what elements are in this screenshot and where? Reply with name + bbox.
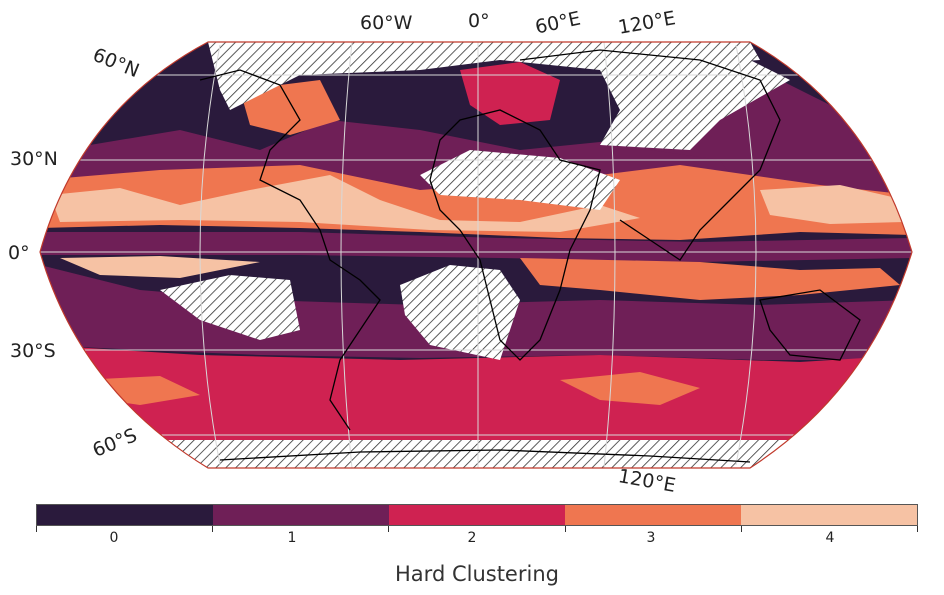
masked-region-south-atlantic: [400, 265, 520, 360]
cluster-2-patch-europe: [460, 62, 560, 125]
cluster-field: [40, 42, 912, 468]
colorbar-tick-label-3: 3: [646, 530, 656, 546]
cluster-4-patch-east: [760, 185, 905, 224]
cluster-4-band-north: [50, 175, 640, 232]
masked-region-antarctica: [150, 440, 800, 468]
colorbar-tick-label-0: 0: [109, 530, 119, 546]
coastlines: [199, 49, 861, 463]
colorbar-segment-1: [213, 505, 389, 525]
cluster-4-band-south: [60, 256, 260, 278]
colorbar-tick-label-1: 1: [287, 530, 297, 546]
lon-label-60w: 60°W: [360, 12, 413, 34]
colorbar-tick: [212, 526, 213, 532]
masked-region-siberia: [600, 55, 790, 150]
cluster-3-patch-north-atlantic: [240, 80, 340, 135]
colorbar-segment-2: [389, 505, 565, 525]
colorbar-segment-0: [37, 505, 213, 525]
colorbar-segment-4: [741, 505, 917, 525]
graticule: [40, 42, 912, 468]
cluster-2-band-southern-ocean: [40, 345, 912, 440]
colorbar-tick: [741, 526, 742, 532]
cluster-1-band-equator: [40, 232, 912, 262]
masked-region-south-pacific: [160, 275, 300, 340]
cluster-3-patch-south: [560, 372, 700, 405]
colorbar-title: Hard Clustering: [395, 562, 559, 586]
colorbar: [36, 504, 918, 526]
world-map: [39, 41, 913, 469]
lon-label-0: 0°: [468, 10, 490, 32]
masked-region-arctic: [208, 42, 760, 110]
lat-label-30s: 30°S: [10, 340, 56, 362]
lat-label-30n: 30°N: [10, 148, 58, 170]
colorbar-tick: [565, 526, 566, 532]
map-boundary: [39, 41, 913, 469]
colorbar-tick: [36, 526, 37, 532]
lat-label-0: 0°: [8, 242, 30, 264]
colorbar-segment-3: [565, 505, 741, 525]
colorbar-tick-label-4: 4: [825, 530, 835, 546]
masked-region-sahara: [420, 150, 620, 210]
colorbar-tick-label-2: 2: [467, 530, 477, 546]
colorbar-tick: [917, 526, 918, 532]
colorbar-tick: [388, 526, 389, 532]
